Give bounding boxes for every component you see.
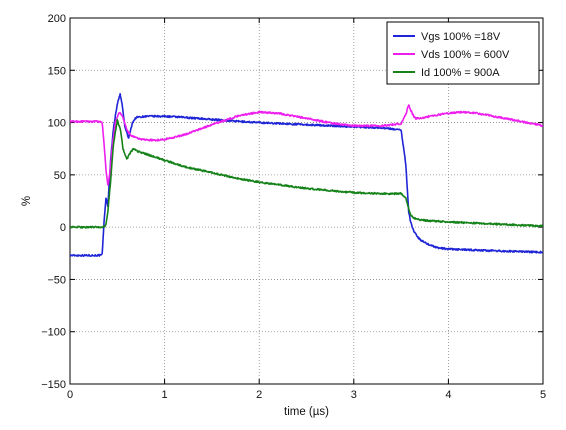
y-tick-label: 150 [48,65,66,77]
x-tick-label: 3 [351,389,357,401]
plot-area-frame [69,17,544,385]
x-axis-tick-labels: 0 1 2 3 4 5 [67,389,546,401]
x-tick-label: 0 [67,389,73,401]
legend: Vgs 100% =18V Vds 100% = 600V Id 100% = 90… [386,21,540,85]
x-tick-label: 4 [445,389,451,401]
y-tick-label: −50 [47,274,66,286]
y-tick-label: 50 [54,170,66,182]
x-tick-label: 2 [256,389,262,401]
series-lines [70,92,543,257]
y-axis-tick-labels: −150 −100 −50 0 50 100 150 200 [41,13,66,391]
series-line-2 [70,104,543,186]
y-tick-label: 200 [48,13,66,25]
y-tick-label: 0 [60,222,66,234]
y-tick-label: −150 [41,379,66,391]
series-line-1 [70,92,543,257]
x-tick-label: 5 [540,389,546,401]
y-tick-label: 100 [48,118,66,130]
legend-label: Id 100% = 900A [421,67,500,79]
x-axis-label: time (µs) [284,406,329,418]
legend-label: Vds 100% = 600V [421,49,510,61]
y-tick-label: −100 [41,327,66,339]
x-tick-label: 1 [162,389,168,401]
series-line-3 [70,119,543,229]
axis-ticks [69,17,544,385]
legend-label: Vgs 100% =18V [421,31,501,43]
y-axis-label: % [21,196,33,206]
